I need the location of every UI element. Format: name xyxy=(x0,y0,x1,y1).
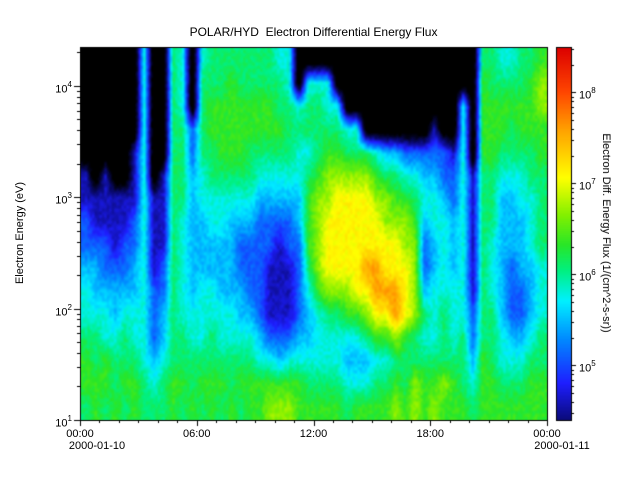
x-tick-label: 00:00 xyxy=(66,428,94,440)
y-tick-label: 104 xyxy=(55,79,72,96)
colorbar-tick-label: 105 xyxy=(579,359,596,376)
x-tick-label: 12:00 xyxy=(299,428,328,440)
y-tick-label: 102 xyxy=(55,302,72,319)
x-axis-end-date: 2000-01-11 xyxy=(534,440,590,452)
x-tick-label: 00:00 xyxy=(533,428,561,440)
y-tick-label: 101 xyxy=(55,414,72,430)
y-axis-label: Electron Energy (eV) xyxy=(14,181,26,285)
chart-title: POLAR/HYD Electron Differential Energy F… xyxy=(189,25,438,39)
colorbar-tick-label: 108 xyxy=(579,86,596,103)
x-tick-label: 18:00 xyxy=(416,428,445,440)
x-axis-start-date: 2000-01-10 xyxy=(68,440,126,452)
x-tick-label: 06:00 xyxy=(182,428,211,440)
y-tick-label: 103 xyxy=(55,191,72,207)
colorbar-tick-label: 106 xyxy=(579,268,596,285)
colorbar-label: Electron Diff. Energy Flux (1/(cm^2-s-sr… xyxy=(600,133,612,333)
colorbar-tick-label: 107 xyxy=(579,177,596,194)
